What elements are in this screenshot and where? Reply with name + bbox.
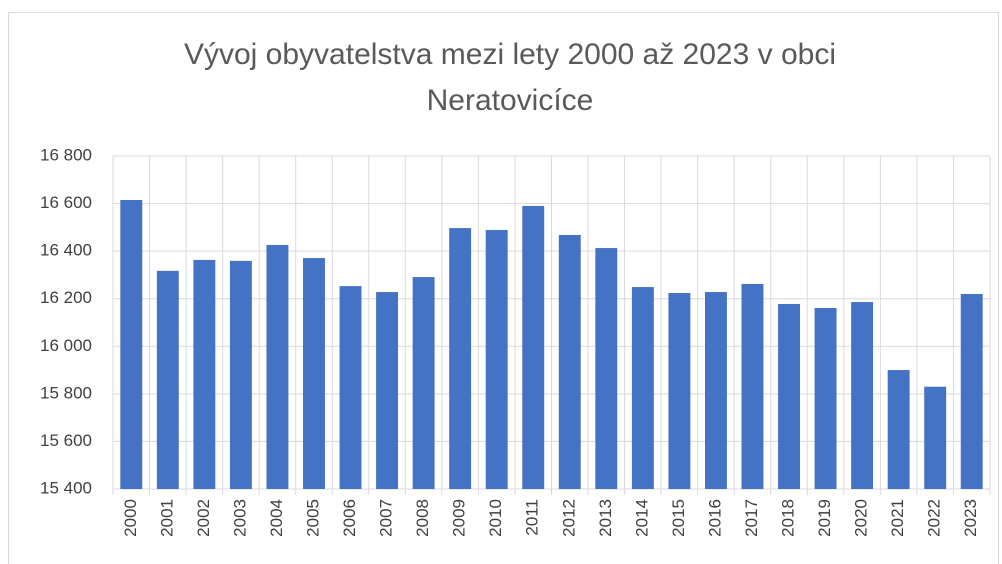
- bar: [741, 283, 764, 489]
- x-tick-label: 2018: [779, 499, 798, 537]
- y-tick-label: 15 600: [40, 431, 92, 450]
- x-tick-label: 2021: [888, 499, 907, 537]
- x-tick-label: 2012: [559, 499, 578, 537]
- x-tick-label: 2020: [852, 499, 871, 537]
- bar: [266, 244, 289, 489]
- x-tick-label: 2014: [632, 499, 651, 537]
- x-tick-label: 2022: [925, 499, 944, 537]
- bar: [960, 293, 983, 489]
- bar: [704, 292, 727, 489]
- bar: [814, 307, 837, 489]
- bar: [156, 270, 179, 489]
- y-tick-label: 16 200: [40, 288, 92, 307]
- chart-title: Vývoj obyvatelstva mezi lety 2000 až 202…: [183, 38, 837, 117]
- x-tick-label: 2010: [486, 499, 505, 537]
- x-tick-label: 2005: [303, 499, 322, 537]
- x-tick-label: 2004: [267, 499, 286, 537]
- x-tick-label: 2013: [596, 499, 615, 537]
- x-tick-label: 2000: [121, 499, 140, 537]
- y-tick-label: 16 800: [40, 145, 92, 164]
- x-tick-label: 2006: [340, 499, 359, 537]
- bar: [668, 293, 691, 489]
- x-tick-label: 2019: [815, 499, 834, 537]
- x-tick-label: 2008: [413, 499, 432, 537]
- bar: [558, 234, 581, 489]
- x-tick-label: 2015: [669, 499, 688, 537]
- x-tick-label: 2011: [523, 499, 542, 536]
- y-tick-label: 16 400: [40, 241, 92, 260]
- y-tick-label: 16 000: [40, 336, 92, 355]
- bar: [229, 260, 252, 489]
- x-tick-label: 2001: [157, 499, 176, 537]
- bar: [412, 277, 435, 489]
- x-tick-label: 2023: [961, 499, 980, 537]
- x-tick-label: 2009: [450, 499, 469, 537]
- bar: [778, 303, 800, 489]
- bar: [851, 302, 874, 489]
- bar: [339, 286, 362, 489]
- x-tick-label: 2016: [705, 499, 724, 537]
- bar: [120, 200, 143, 489]
- bar: [631, 287, 654, 489]
- bar: [595, 248, 618, 489]
- bar: [522, 205, 545, 489]
- y-tick-label: 15 400: [40, 478, 92, 497]
- bar: [376, 292, 399, 489]
- bar: [193, 259, 216, 489]
- bar: [887, 370, 910, 489]
- x-tick-label: 2002: [194, 499, 213, 537]
- x-tick-label: 2003: [230, 499, 249, 537]
- y-tick-label: 15 800: [40, 383, 92, 402]
- bar: [924, 386, 947, 489]
- bar: [485, 229, 508, 489]
- chart-border: [8, 12, 999, 564]
- x-tick-label: 2007: [377, 499, 396, 537]
- bar: [449, 228, 472, 489]
- bar: [303, 258, 325, 489]
- y-tick-label: 16 600: [40, 193, 92, 212]
- x-tick-label: 2017: [742, 499, 761, 537]
